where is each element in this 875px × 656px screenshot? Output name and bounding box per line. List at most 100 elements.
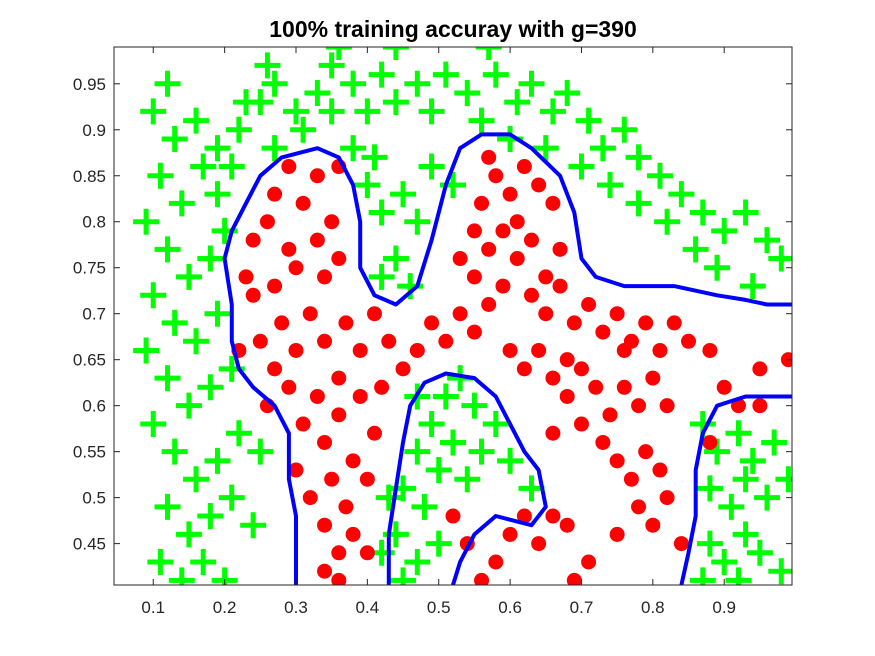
positive-point — [317, 333, 333, 349]
negative-point — [725, 567, 752, 585]
x-tick-label: 0.3 — [284, 598, 308, 617]
positive-point — [331, 545, 347, 561]
negative-point — [746, 539, 773, 566]
negative-point — [240, 512, 267, 539]
negative-point — [168, 567, 195, 585]
positive-point — [502, 526, 518, 542]
negative-point — [404, 438, 431, 465]
y-tick-label: 0.65 — [73, 351, 106, 370]
negative-point — [575, 107, 602, 134]
negative-point — [404, 549, 431, 576]
negative-point — [168, 190, 195, 217]
negative-point — [775, 466, 792, 493]
negative-point — [175, 392, 202, 419]
plot-marks — [133, 47, 792, 585]
positive-point — [252, 333, 268, 349]
negative-point — [432, 61, 459, 88]
y-tick-label: 0.6 — [82, 397, 106, 416]
y-tick-label: 0.85 — [73, 167, 106, 186]
positive-point — [495, 278, 511, 294]
negative-point — [625, 144, 652, 171]
positive-point — [638, 315, 654, 331]
positive-point — [652, 342, 668, 358]
positive-point — [309, 168, 325, 184]
positive-point — [438, 333, 454, 349]
negative-point — [454, 466, 481, 493]
x-tick-label: 0.8 — [641, 598, 665, 617]
positive-point — [681, 333, 697, 349]
positive-point — [573, 416, 589, 432]
positive-point — [374, 379, 390, 395]
positive-point — [638, 444, 654, 460]
decision-boundary — [222, 132, 792, 585]
positive-point — [317, 269, 333, 285]
positive-point — [259, 214, 275, 230]
positive-point — [466, 324, 482, 340]
negative-point — [204, 447, 231, 474]
positive-point — [552, 278, 568, 294]
positive-point — [545, 370, 561, 386]
positive-point — [488, 554, 504, 570]
negative-point — [482, 61, 509, 88]
positive-point — [659, 398, 675, 414]
negative-point — [711, 217, 738, 244]
negative-point — [361, 144, 388, 171]
positive-point — [324, 471, 340, 487]
negative-point — [518, 70, 545, 97]
positive-point — [524, 287, 540, 303]
positive-point — [452, 306, 468, 322]
negative-point — [154, 236, 181, 263]
negative-point — [440, 429, 466, 456]
positive-point — [352, 342, 368, 358]
y-tick-label: 0.8 — [82, 213, 106, 232]
negative-point — [154, 365, 181, 392]
positive-point — [274, 315, 290, 331]
negative-point — [411, 493, 438, 520]
positive-point — [545, 195, 561, 211]
positive-point — [238, 269, 254, 285]
negative-point — [340, 70, 367, 97]
x-tick-label: 0.2 — [213, 598, 237, 617]
negative-point — [133, 337, 160, 364]
positive-point — [338, 315, 354, 331]
positive-point — [588, 379, 604, 395]
positive-point — [302, 490, 318, 506]
negative-point — [696, 530, 723, 557]
positive-point — [609, 306, 625, 322]
positive-point — [673, 536, 689, 552]
y-tick-label: 0.7 — [82, 305, 106, 324]
negative-point — [732, 521, 759, 548]
negative-point — [304, 79, 331, 106]
positive-point — [317, 434, 333, 450]
chart-title: 100% training accuray with g=390 — [269, 16, 637, 42]
positive-point — [288, 260, 304, 276]
negative-point — [147, 549, 174, 576]
positive-point — [381, 333, 397, 349]
negative-point — [761, 429, 788, 456]
negative-point — [190, 549, 217, 576]
negative-point — [739, 447, 766, 474]
negative-point — [532, 135, 559, 162]
negative-point — [190, 153, 217, 180]
positive-point — [595, 434, 611, 450]
negative-point — [390, 567, 417, 585]
positive-point — [281, 241, 297, 257]
positive-point — [331, 407, 347, 423]
negative-point — [140, 282, 167, 309]
positive-point — [331, 251, 347, 267]
negative-point — [711, 549, 738, 576]
negative-point — [147, 162, 174, 189]
negative-point — [368, 199, 395, 226]
negative-point — [725, 420, 752, 447]
negative-point — [454, 79, 481, 106]
positive-point — [452, 251, 468, 267]
negative-point — [475, 47, 502, 60]
positive-point — [488, 168, 504, 184]
negative-point — [554, 79, 581, 106]
positive-point — [752, 398, 768, 414]
positive-point — [538, 269, 554, 285]
negative-point — [589, 135, 616, 162]
positive-point — [359, 545, 375, 561]
negative-point — [183, 466, 210, 493]
positive-point — [645, 517, 661, 533]
